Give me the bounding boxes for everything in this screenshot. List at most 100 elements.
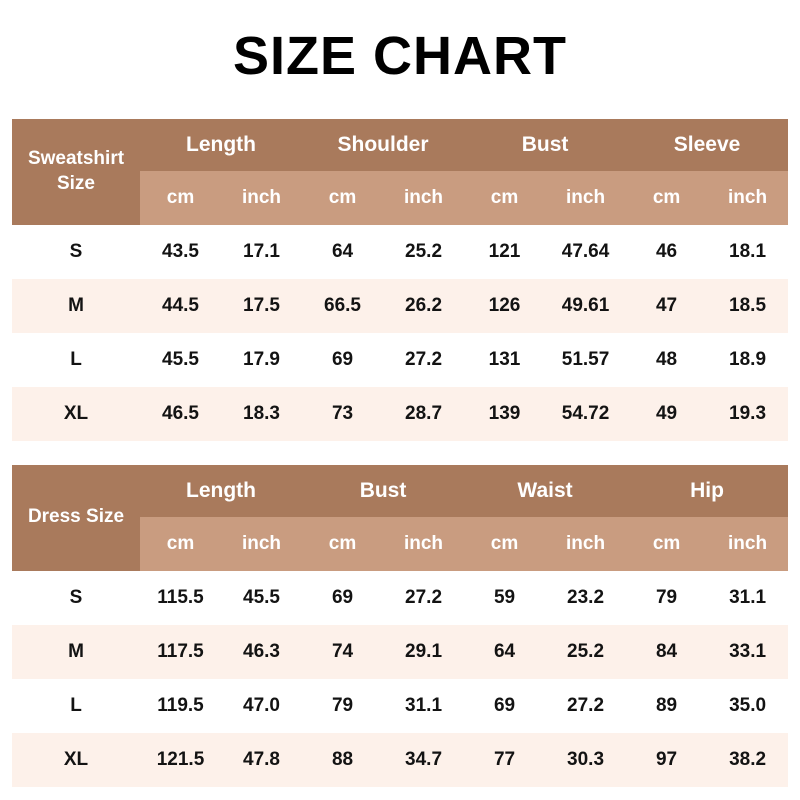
sweatshirt-group-sleeve: Sleeve — [626, 118, 789, 171]
dress-cell-xl-bust-cm: 88 — [302, 732, 384, 787]
dress-table-container: Dress Size Length Bust Waist Hip cm inch… — [12, 464, 789, 787]
dress-cell-m-length-inch: 46.3 — [221, 624, 303, 679]
dress-group-waist: Waist — [464, 464, 627, 517]
cell-s-length-inch: 17.1 — [221, 224, 303, 279]
dress-cell-s-length-inch: 45.5 — [221, 570, 303, 625]
dress-cell-s-hip-cm: 79 — [626, 570, 708, 625]
dress-cell-xl-length-inch: 47.8 — [221, 732, 303, 787]
cell-m-sleeve-cm: 47 — [626, 278, 708, 333]
table-row: S 115.5 45.5 69 27.2 59 23.2 79 31.1 — [12, 570, 789, 625]
cell-l-length-inch: 17.9 — [221, 332, 303, 387]
sweatshirt-unit-bust-cm: cm — [464, 170, 546, 225]
dress-cell-l-length-inch: 47.0 — [221, 678, 303, 733]
dress-row-size-s: S — [12, 570, 140, 625]
dress-cell-m-waist-cm: 64 — [464, 624, 546, 679]
cell-m-bust-cm: 126 — [464, 278, 546, 333]
dress-unit-hip-inch: inch — [707, 516, 789, 571]
dress-table-head: Dress Size Length Bust Waist Hip cm inch… — [12, 464, 789, 571]
sweatshirt-row-size-xl: XL — [12, 386, 140, 441]
sweatshirt-unit-bust-inch: inch — [545, 170, 627, 225]
sweatshirt-unit-length-cm: cm — [140, 170, 221, 225]
sweatshirt-group-shoulder: Shoulder — [302, 118, 465, 171]
sweatshirt-size-table: Sweatshirt Size Length Shoulder Bust Sle… — [12, 118, 789, 441]
table-row: M 117.5 46.3 74 29.1 64 25.2 84 33.1 — [12, 624, 789, 679]
cell-m-sleeve-inch: 18.5 — [707, 278, 789, 333]
dress-cell-m-bust-cm: 74 — [302, 624, 384, 679]
cell-xl-shoulder-cm: 73 — [302, 386, 384, 441]
cell-xl-bust-inch: 54.72 — [545, 386, 627, 441]
cell-xl-length-cm: 46.5 — [140, 386, 221, 441]
sweatshirt-table-body: S 43.5 17.1 64 25.2 121 47.64 46 18.1 M … — [12, 224, 789, 441]
sweatshirt-size-header-line1: Sweatshirt — [27, 148, 125, 169]
dress-unit-length-cm: cm — [140, 516, 221, 571]
dress-cell-l-bust-cm: 79 — [302, 678, 384, 733]
sweatshirt-size-header: Sweatshirt Size — [12, 118, 140, 225]
sweatshirt-unit-shoulder-cm: cm — [302, 170, 384, 225]
dress-unit-waist-cm: cm — [464, 516, 546, 571]
dress-row-size-xl: XL — [12, 732, 140, 787]
cell-xl-length-inch: 18.3 — [221, 386, 303, 441]
cell-l-sleeve-cm: 48 — [626, 332, 708, 387]
sweatshirt-unit-shoulder-inch: inch — [383, 170, 465, 225]
dress-cell-s-waist-inch: 23.2 — [545, 570, 627, 625]
cell-xl-sleeve-cm: 49 — [626, 386, 708, 441]
cell-s-sleeve-cm: 46 — [626, 224, 708, 279]
dress-unit-bust-cm: cm — [302, 516, 384, 571]
sweatshirt-group-bust: Bust — [464, 118, 627, 171]
dress-cell-xl-hip-inch: 38.2 — [707, 732, 789, 787]
dress-cell-l-waist-inch: 27.2 — [545, 678, 627, 733]
table-row: M 44.5 17.5 66.5 26.2 126 49.61 47 18.5 — [12, 278, 789, 333]
sweatshirt-row-size-m: M — [12, 278, 140, 333]
sweatshirt-unit-header-row: cm inch cm inch cm inch cm inch — [12, 170, 789, 225]
table-row: L 45.5 17.9 69 27.2 131 51.57 48 18.9 — [12, 332, 789, 387]
table-row: S 43.5 17.1 64 25.2 121 47.64 46 18.1 — [12, 224, 789, 279]
dress-cell-xl-waist-inch: 30.3 — [545, 732, 627, 787]
cell-l-shoulder-inch: 27.2 — [383, 332, 465, 387]
dress-cell-m-waist-inch: 25.2 — [545, 624, 627, 679]
dress-cell-s-bust-inch: 27.2 — [383, 570, 465, 625]
dress-cell-s-length-cm: 115.5 — [140, 570, 221, 625]
sweatshirt-unit-length-inch: inch — [221, 170, 303, 225]
sweatshirt-table-container: Sweatshirt Size Length Shoulder Bust Sle… — [12, 118, 789, 441]
cell-l-sleeve-inch: 18.9 — [707, 332, 789, 387]
dress-cell-m-length-cm: 117.5 — [140, 624, 221, 679]
dress-group-hip: Hip — [626, 464, 789, 517]
sweatshirt-row-size-s: S — [12, 224, 140, 279]
cell-m-shoulder-inch: 26.2 — [383, 278, 465, 333]
page-title: SIZE CHART — [233, 26, 567, 86]
dress-unit-waist-inch: inch — [545, 516, 627, 571]
table-row: L 119.5 47.0 79 31.1 69 27.2 89 35.0 — [12, 678, 789, 733]
cell-l-bust-inch: 51.57 — [545, 332, 627, 387]
dress-group-bust: Bust — [302, 464, 465, 517]
dress-size-header: Dress Size — [12, 464, 140, 571]
dress-cell-l-length-cm: 119.5 — [140, 678, 221, 733]
table-row: XL 46.5 18.3 73 28.7 139 54.72 49 19.3 — [12, 386, 789, 441]
dress-row-size-l: L — [12, 678, 140, 733]
dress-cell-m-hip-cm: 84 — [626, 624, 708, 679]
cell-l-bust-cm: 131 — [464, 332, 546, 387]
cell-xl-shoulder-inch: 28.7 — [383, 386, 465, 441]
cell-xl-bust-cm: 139 — [464, 386, 546, 441]
dress-cell-l-waist-cm: 69 — [464, 678, 546, 733]
dress-row-size-m: M — [12, 624, 140, 679]
sweatshirt-group-length: Length — [140, 118, 303, 171]
dress-group-length: Length — [140, 464, 303, 517]
cell-m-shoulder-cm: 66.5 — [302, 278, 384, 333]
cell-m-length-inch: 17.5 — [221, 278, 303, 333]
cell-xl-sleeve-inch: 19.3 — [707, 386, 789, 441]
sweatshirt-unit-sleeve-cm: cm — [626, 170, 708, 225]
dress-size-table: Dress Size Length Bust Waist Hip cm inch… — [12, 464, 789, 787]
dress-cell-xl-length-cm: 121.5 — [140, 732, 221, 787]
sweatshirt-row-size-l: L — [12, 332, 140, 387]
sweatshirt-group-header-row: Sweatshirt Size Length Shoulder Bust Sle… — [12, 118, 789, 225]
cell-s-shoulder-inch: 25.2 — [383, 224, 465, 279]
table-row: XL 121.5 47.8 88 34.7 77 30.3 97 38.2 — [12, 732, 789, 787]
dress-table-body: S 115.5 45.5 69 27.2 59 23.2 79 31.1 M 1… — [12, 570, 789, 787]
cell-s-bust-inch: 47.64 — [545, 224, 627, 279]
dress-unit-header-row: cm inch cm inch cm inch cm inch — [12, 516, 789, 571]
dress-cell-l-hip-inch: 35.0 — [707, 678, 789, 733]
sweatshirt-table-head: Sweatshirt Size Length Shoulder Bust Sle… — [12, 118, 789, 225]
cell-m-bust-inch: 49.61 — [545, 278, 627, 333]
dress-cell-s-hip-inch: 31.1 — [707, 570, 789, 625]
